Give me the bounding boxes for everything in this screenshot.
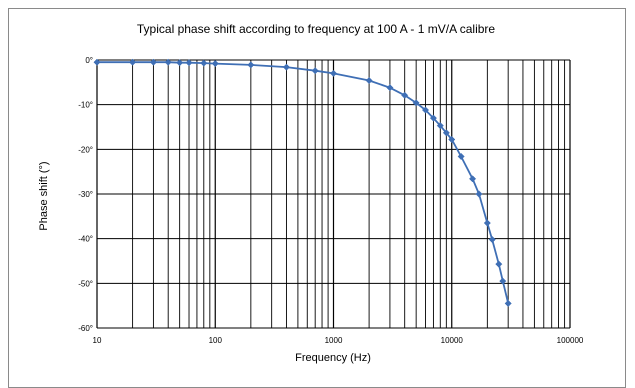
data-point-marker [129, 58, 137, 66]
y-tick-label: -60° [78, 324, 93, 333]
data-point-marker [282, 63, 290, 71]
data-point-marker [488, 236, 496, 244]
phase-shift-chart: Typical phase shift according to frequen… [38, 22, 584, 364]
chart-title: Typical phase shift according to frequen… [137, 22, 496, 36]
y-tick-label: -50° [78, 279, 93, 288]
data-point-marker [200, 59, 208, 67]
data-point-marker [457, 152, 465, 161]
data-point-marker [329, 69, 338, 77]
data-point-marker [401, 91, 409, 99]
data-point-marker [149, 58, 157, 66]
data-point-marker [436, 122, 444, 130]
x-tick-label: 10 [93, 336, 102, 345]
data-point-marker [499, 277, 507, 285]
data-point-marker [469, 175, 477, 183]
data-point-marker [442, 129, 450, 137]
data-point-marker [495, 260, 503, 268]
data-point-marker [475, 190, 483, 198]
data-point-marker [365, 76, 373, 85]
x-tick-label: 10000 [441, 336, 464, 345]
data-point-marker [412, 99, 420, 107]
tick-labels: 10 100 1000 10000 100000 0° -10° -20° -30° -40° -5… [78, 56, 584, 345]
data-point-marker [185, 59, 193, 67]
y-axis-title: Phase shift (°) [38, 161, 50, 230]
data-point-marker [504, 299, 512, 307]
y-tick-label: -30° [78, 190, 93, 199]
data-point-marker [211, 60, 219, 68]
data-point-marker [247, 61, 255, 69]
data-point-marker [448, 135, 456, 144]
data-point-marker [176, 59, 184, 67]
data-point-marker [311, 67, 319, 75]
data-point-marker [421, 106, 430, 114]
data-point-marker [93, 58, 101, 66]
y-tick-label: -10° [78, 101, 93, 110]
y-tick-label: -20° [78, 145, 93, 154]
data-point-marker [429, 114, 437, 122]
data-point-marker [164, 58, 172, 66]
x-tick-label: 100000 [557, 336, 584, 345]
series-group [93, 58, 512, 307]
y-tick-label: -40° [78, 235, 93, 244]
x-tick-label: 100 [209, 336, 223, 345]
x-tick-label: 1000 [325, 336, 343, 345]
y-tick-label: 0° [85, 56, 93, 65]
data-point-marker [483, 219, 491, 227]
data-point-marker [386, 84, 394, 92]
grid [96, 59, 571, 329]
x-axis-title: Frequency (Hz) [295, 352, 371, 364]
